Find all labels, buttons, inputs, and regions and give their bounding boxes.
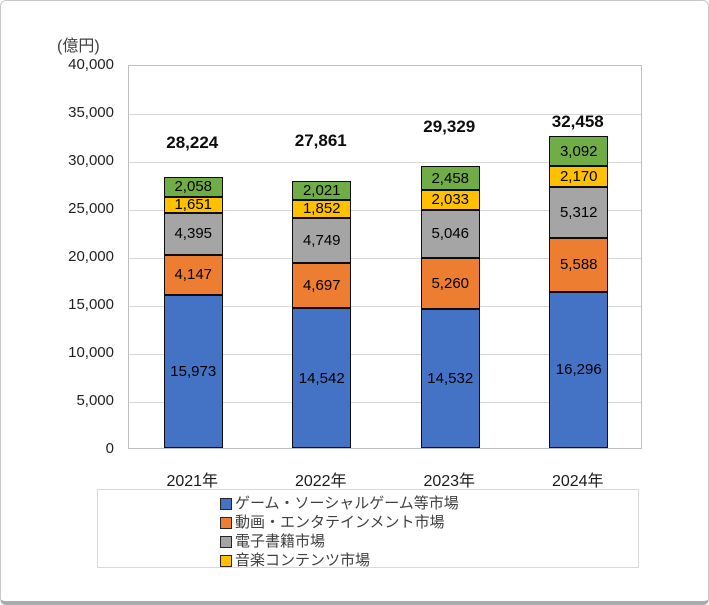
bar-segment: 2,170 xyxy=(549,166,609,187)
gridline xyxy=(129,402,641,403)
bar-segment: 2,058 xyxy=(163,177,223,197)
y-axis-tick-label: 20,000 xyxy=(68,248,114,265)
segment-value-label: 4,395 xyxy=(174,225,213,243)
y-axis-tick-label: 35,000 xyxy=(68,104,114,121)
bar-segment: 15,973 xyxy=(163,294,223,448)
y-axis-tick-label: 40,000 xyxy=(68,56,114,73)
segment-value-label: 14,542 xyxy=(298,369,345,387)
segment-value-label: 2,058 xyxy=(174,178,213,196)
y-axis-tick-label: 25,000 xyxy=(68,200,114,217)
legend-label: 音楽コンテンツ市場 xyxy=(235,552,371,569)
gridline xyxy=(129,210,641,211)
y-axis-tick-label: 10,000 xyxy=(68,344,114,361)
legend-label: ゲーム・ソーシャルゲーム等市場 xyxy=(235,495,459,512)
y-axis-tick-label: 15,000 xyxy=(68,296,114,313)
legend-item: ゲーム・ソーシャルゲーム等市場 xyxy=(220,494,638,513)
bar-segment: 4,147 xyxy=(163,254,223,295)
bar-segment: 1,651 xyxy=(163,196,223,214)
bar-segment: 14,542 xyxy=(292,308,352,448)
segment-value-label: 4,697 xyxy=(302,277,341,295)
bar-segment: 3,092 xyxy=(549,136,609,167)
bar-total-label: 27,861 xyxy=(294,131,347,150)
segment-value-label: 5,260 xyxy=(431,274,470,292)
legend-label: 動画・エンタテインメント市場 xyxy=(235,514,445,531)
segment-value-label: 5,588 xyxy=(559,256,598,274)
bar-total-label: 28,224 xyxy=(166,133,219,152)
legend-swatch-icon xyxy=(220,535,232,548)
segment-value-label: 2,033 xyxy=(431,191,470,209)
y-axis-tick-label: 5,000 xyxy=(76,392,114,409)
legend-item: 電子書籍市場 xyxy=(220,532,638,551)
segment-value-label: 5,046 xyxy=(431,225,470,243)
legend-item: 動画・エンタテインメント市場 xyxy=(220,513,638,532)
legend-swatch-icon xyxy=(220,554,232,567)
bar-segment: 2,458 xyxy=(420,166,480,191)
segment-value-label: 1,852 xyxy=(302,200,341,218)
y-axis-tick-label: 30,000 xyxy=(68,152,114,169)
segment-value-label: 4,147 xyxy=(174,266,213,284)
gridline xyxy=(129,162,641,163)
bar-segment: 2,033 xyxy=(420,190,480,210)
x-axis-category-label: 2023年 xyxy=(423,473,476,490)
plot-area: 15,973 4,147 4,395 1,651 2,058 14,542 4,697 4,7… xyxy=(128,65,642,449)
legend-swatch-icon xyxy=(220,497,232,510)
legend-item: 音楽コンテンツ市場 xyxy=(220,551,638,570)
bar-segment: 4,697 xyxy=(292,263,352,309)
bar-segment: 16,296 xyxy=(549,291,609,448)
gridline xyxy=(129,354,641,355)
legend-swatch-icon xyxy=(220,516,232,529)
segment-value-label: 5,312 xyxy=(559,203,598,221)
segment-value-label: 1,651 xyxy=(174,196,213,214)
y-axis-tick-label: 0 xyxy=(105,440,114,457)
bar-segment: 4,749 xyxy=(292,217,352,264)
x-axis-category-label: 2024年 xyxy=(551,473,604,490)
bar-segment: 14,532 xyxy=(420,308,480,448)
bar-total-label: 29,329 xyxy=(423,117,476,136)
bar-segment: 5,312 xyxy=(549,186,609,238)
gridline xyxy=(129,114,641,115)
y-axis-unit-label: (億円) xyxy=(57,38,100,55)
bar-segment: 5,260 xyxy=(420,258,480,309)
bar-segment: 4,395 xyxy=(163,212,223,255)
segment-value-label: 14,532 xyxy=(427,369,474,387)
legend-label: 電子書籍市場 xyxy=(235,533,326,550)
gridline xyxy=(129,306,641,307)
legend: ゲーム・ソーシャルゲーム等市場 動画・エンタテインメント市場 電子書籍市場音楽コンテ… xyxy=(97,489,639,568)
bar-segment: 1,852 xyxy=(292,199,352,218)
bar-segment: 2,021 xyxy=(292,180,352,200)
segment-value-label: 2,021 xyxy=(302,181,341,199)
segment-value-label: 16,296 xyxy=(555,361,602,379)
bar-total-label: 32,458 xyxy=(551,112,604,131)
segment-value-label: 2,458 xyxy=(431,169,470,187)
bar-segment: 5,588 xyxy=(549,237,609,292)
segment-value-label: 15,973 xyxy=(170,362,217,380)
segment-value-label: 4,749 xyxy=(302,232,341,250)
bar-segment: 5,046 xyxy=(420,209,480,258)
x-axis-category-label: 2021年 xyxy=(166,473,219,490)
x-axis-category-label: 2022年 xyxy=(294,473,347,490)
segment-value-label: 2,170 xyxy=(559,168,598,185)
segment-value-label: 3,092 xyxy=(559,142,598,160)
gridline xyxy=(129,258,641,259)
